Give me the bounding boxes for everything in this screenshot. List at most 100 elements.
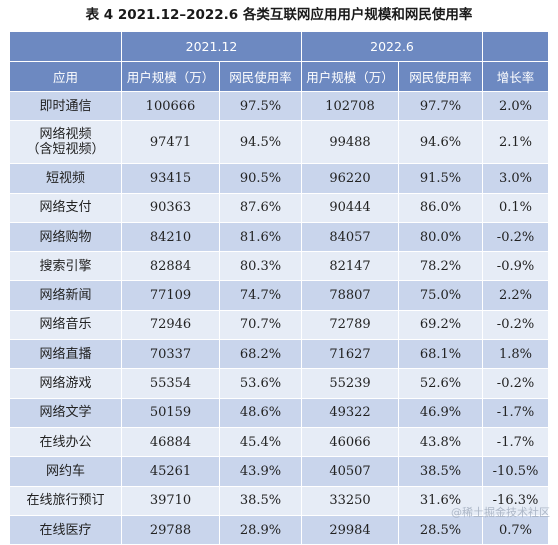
cell-users-2021: 93415 [121, 163, 220, 194]
cell-users-2021: 100666 [121, 90, 220, 122]
header-users-2021: 用户规模（万） [121, 61, 220, 92]
cell-rate-2022: 38.5% [398, 456, 484, 487]
cell-rate-2021: 87.6% [218, 192, 303, 223]
cell-rate-2021: 80.3% [218, 251, 303, 282]
cell-app: 网络新闻 [9, 280, 122, 311]
cell-app: 网络支付 [9, 192, 122, 223]
cell-users-2021: 82884 [121, 251, 220, 282]
cell-app: 在线旅行预订 [9, 485, 122, 516]
table-row: 网络游戏 55354 53.6% 55239 52.6% -0.2% [9, 368, 550, 399]
cell-users-2022: 99488 [301, 120, 400, 165]
cell-growth: 2.0% [482, 90, 550, 122]
cell-rate-2021: 48.6% [218, 397, 303, 428]
cell-rate-2022: 97.7% [398, 90, 484, 122]
cell-users-2022: 71627 [301, 339, 400, 370]
cell-rate-2022: 43.8% [398, 426, 484, 458]
table-row: 短视频 93415 90.5% 96220 91.5% 3.0% [9, 163, 550, 194]
cell-users-2021: 97471 [121, 120, 220, 165]
cell-rate-2022: 86.0% [398, 192, 484, 223]
cell-users-2021: 70337 [121, 339, 220, 370]
header-period-2021: 2021.12 [120, 31, 303, 62]
cell-app: 网络文学 [9, 397, 122, 428]
cell-rate-2021: 97.5% [218, 90, 303, 122]
cell-app: 网络音乐 [9, 309, 122, 341]
data-table: 2021.12 2022.6 应用 用户规模（万） 网民使用率 用户规模（万） … [9, 31, 550, 545]
cell-users-2022: 46066 [301, 426, 400, 458]
cell-growth: 1.8% [482, 339, 550, 370]
cell-rate-2022: 75.0% [398, 280, 484, 311]
table-row: 网络购物 84210 81.6% 84057 80.0% -0.2% [9, 221, 550, 253]
cell-rate-2022: 94.6% [398, 120, 484, 165]
header-rate-2022: 网民使用率 [398, 61, 484, 92]
cell-rate-2022: 52.6% [398, 368, 484, 399]
cell-users-2022: 72789 [301, 309, 400, 341]
cell-growth: -1.7% [482, 426, 550, 458]
header-users-2022: 用户规模（万） [301, 61, 400, 92]
table-row: 网络支付 90363 87.6% 90444 86.0% 0.1% [9, 192, 550, 223]
cell-growth: 2.1% [482, 120, 550, 165]
cell-rate-2022: 91.5% [398, 163, 484, 194]
cell-rate-2021: 28.9% [218, 514, 303, 545]
cell-rate-2021: 53.6% [218, 368, 303, 399]
header-growth: 增长率 [482, 61, 550, 92]
table-row: 网约车 45261 43.9% 40507 38.5% -10.5% [9, 456, 550, 487]
cell-users-2021: 84210 [121, 221, 220, 253]
cell-rate-2021: 70.7% [218, 309, 303, 341]
header-period-2022: 2022.6 [301, 31, 484, 62]
cell-app: 在线医疗 [9, 514, 122, 545]
cell-rate-2021: 68.2% [218, 339, 303, 370]
cell-app: 短视频 [9, 163, 122, 194]
table-row: 在线办公 46884 45.4% 46066 43.8% -1.7% [9, 426, 550, 458]
cell-users-2021: 29788 [121, 514, 220, 545]
cell-users-2022: 40507 [301, 456, 400, 487]
header-blank-right [482, 31, 550, 62]
cell-growth: -10.5% [482, 456, 550, 487]
cell-users-2021: 90363 [121, 192, 220, 223]
cell-rate-2022: 31.6% [398, 485, 484, 516]
cell-app: 网络直播 [9, 339, 122, 370]
cell-users-2022: 78807 [301, 280, 400, 311]
cell-users-2022: 102708 [301, 90, 400, 122]
cell-users-2021: 77109 [121, 280, 220, 311]
table-row: 网络音乐 72946 70.7% 72789 69.2% -0.2% [9, 309, 550, 341]
cell-app: 即时通信 [9, 90, 122, 122]
cell-app: 网约车 [9, 456, 122, 487]
cell-rate-2021: 45.4% [218, 426, 303, 458]
cell-users-2021: 46884 [121, 426, 220, 458]
cell-users-2022: 49322 [301, 397, 400, 428]
cell-growth: -0.2% [482, 221, 550, 253]
cell-rate-2022: 46.9% [398, 397, 484, 428]
table-row: 在线旅行预订 39710 38.5% 33250 31.6% -16.3% [9, 485, 550, 516]
cell-users-2022: 33250 [301, 485, 400, 516]
table-row: 网络新闻 77109 74.7% 78807 75.0% 2.2% [9, 280, 550, 311]
cell-growth: 2.2% [482, 280, 550, 311]
table-title: 表 4 2021.12–2022.6 各类互联网应用用户规模和网民使用率 [85, 7, 473, 23]
header-blank [9, 31, 122, 62]
cell-users-2021: 39710 [121, 485, 220, 516]
cell-users-2021: 45261 [121, 456, 220, 487]
cell-users-2022: 82147 [301, 251, 400, 282]
cell-rate-2022: 78.2% [398, 251, 484, 282]
cell-growth: -16.3% [482, 485, 550, 516]
cell-rate-2021: 43.9% [218, 456, 303, 487]
cell-users-2022: 96220 [301, 163, 400, 194]
cell-growth: -1.7% [482, 397, 550, 428]
cell-users-2022: 55239 [301, 368, 400, 399]
cell-rate-2022: 68.1% [398, 339, 484, 370]
cell-rate-2021: 38.5% [218, 485, 303, 516]
table-row: 网络直播 70337 68.2% 71627 68.1% 1.8% [9, 339, 550, 370]
cell-app: 搜索引擎 [9, 251, 122, 282]
header-rate-2021: 网民使用率 [218, 61, 303, 92]
cell-growth: -0.2% [482, 309, 550, 341]
cell-app: 在线办公 [9, 426, 122, 458]
table-row: 即时通信 100666 97.5% 102708 97.7% 2.0% [9, 90, 550, 122]
table-row: 搜索引擎 82884 80.3% 82147 78.2% -0.9% [9, 251, 550, 282]
table-row: 网络文学 50159 48.6% 49322 46.9% -1.7% [9, 397, 550, 428]
cell-users-2021: 72946 [121, 309, 220, 341]
cell-users-2021: 55354 [121, 368, 220, 399]
watermark: @稀土掘金技术社区 [451, 506, 550, 519]
cell-rate-2021: 90.5% [218, 163, 303, 194]
cell-rate-2021: 74.7% [218, 280, 303, 311]
cell-growth: 0.1% [482, 192, 550, 223]
cell-rate-2022: 69.2% [398, 309, 484, 341]
